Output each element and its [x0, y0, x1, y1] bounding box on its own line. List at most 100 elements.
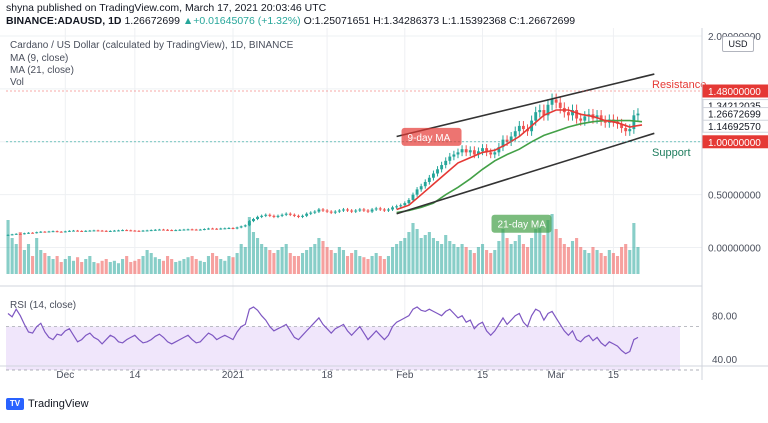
volume-bar — [190, 256, 194, 274]
candle-body — [235, 227, 239, 229]
candle-body — [444, 160, 448, 166]
candle-body — [403, 203, 407, 206]
volume-bar — [542, 235, 546, 274]
candle-body — [174, 230, 178, 232]
high-value: 1.34286373 — [383, 15, 440, 27]
candle-body — [542, 110, 546, 116]
volume-bar — [178, 260, 182, 274]
candle-body — [227, 227, 231, 229]
last-price: 1.26672699 — [124, 15, 180, 27]
candle-body — [427, 177, 431, 182]
volume-bar — [374, 253, 378, 274]
rsi-tick-label: 40.00 — [712, 355, 737, 366]
brand-name: TradingView — [28, 398, 89, 410]
candle-body — [354, 210, 358, 212]
volume-bar — [55, 256, 59, 274]
volume-bar — [235, 253, 239, 274]
volume-bar — [166, 256, 170, 274]
volume-bar — [407, 232, 411, 274]
volume-bar — [550, 214, 554, 274]
volume-bar — [186, 257, 190, 274]
candle-body — [108, 230, 112, 232]
candle-body — [382, 209, 386, 211]
candle-body — [231, 227, 235, 229]
ma21-legend[interactable]: MA (21, close) — [10, 65, 74, 76]
volume-bar — [325, 247, 329, 274]
candle-body — [43, 231, 47, 233]
candle-body — [493, 152, 497, 155]
volume-bar — [231, 257, 235, 274]
candle-body — [325, 210, 329, 212]
volume-bar — [415, 229, 419, 274]
close-value: 1.26672699 — [519, 15, 576, 27]
volume-bar — [92, 262, 96, 274]
volume-bar — [288, 253, 292, 274]
candle-body — [358, 209, 362, 211]
volume-bar — [354, 250, 358, 274]
candle-body — [72, 230, 75, 232]
volume-bar — [460, 244, 464, 274]
volume-bar — [104, 259, 108, 274]
price-tag-label: 1.26672699 — [708, 110, 761, 121]
volume-bar — [284, 244, 288, 274]
candle-body — [14, 233, 18, 235]
volume-bar — [260, 244, 264, 274]
candle-body — [59, 231, 63, 233]
candle-body — [10, 234, 14, 236]
candle-body — [305, 213, 309, 216]
volume-bar — [513, 241, 517, 274]
volume-bar — [71, 260, 76, 274]
price-change: ▲+0.01645076 (+1.32%) — [182, 15, 301, 27]
price-tag-label: 1.00000000 — [708, 138, 761, 149]
candle-body — [243, 225, 247, 227]
volume-bar — [153, 257, 157, 274]
candle-body — [374, 208, 378, 210]
volume-bar — [243, 247, 247, 274]
candle-body — [378, 208, 382, 210]
currency-button[interactable]: USD — [722, 36, 754, 52]
volume-bar — [18, 232, 22, 274]
volume-bar — [264, 247, 268, 274]
volume-bar — [337, 247, 341, 274]
volume-bar — [501, 229, 505, 274]
open-value: 1.25071651 — [314, 15, 371, 27]
volume-bar — [525, 247, 530, 274]
candle-body — [460, 149, 464, 153]
x-tick-label: 18 — [322, 370, 334, 381]
volume-bar — [546, 220, 550, 274]
candle-body — [112, 230, 116, 232]
volume-bar — [636, 247, 640, 274]
volume-bar — [215, 256, 219, 274]
candle-body — [96, 230, 100, 232]
ma9-legend[interactable]: MA (9, close) — [10, 53, 69, 64]
candle-body — [628, 129, 632, 132]
candle-body — [145, 230, 149, 232]
volume-bar — [116, 263, 121, 274]
rsi-legend[interactable]: RSI (14, close) — [10, 300, 77, 311]
volume-bar — [145, 250, 149, 274]
candle-body — [137, 230, 141, 232]
volume-bar — [292, 256, 296, 274]
price-tag-label: 1.48000000 — [708, 87, 761, 98]
candle-body — [636, 113, 640, 116]
candle-body — [272, 215, 276, 217]
volume-bar — [624, 244, 628, 274]
volume-bar — [378, 256, 382, 274]
high-label: H: — [373, 15, 384, 27]
volume-bar — [149, 253, 153, 274]
candle-body — [125, 230, 129, 232]
volume-legend[interactable]: Vol — [10, 77, 24, 88]
volume-bar — [182, 259, 186, 274]
channel-upper-line — [396, 73, 655, 138]
candle-body — [292, 214, 296, 216]
volume-bar — [599, 253, 603, 274]
candle-body — [27, 232, 30, 234]
footer-brand: TV TradingView — [6, 398, 89, 410]
published-line: shyna published on TradingView.com, Marc… — [6, 2, 327, 14]
volume-bar — [80, 262, 84, 274]
volume-bar — [276, 250, 280, 274]
volume-bar — [161, 260, 166, 274]
volume-bar — [10, 238, 14, 274]
